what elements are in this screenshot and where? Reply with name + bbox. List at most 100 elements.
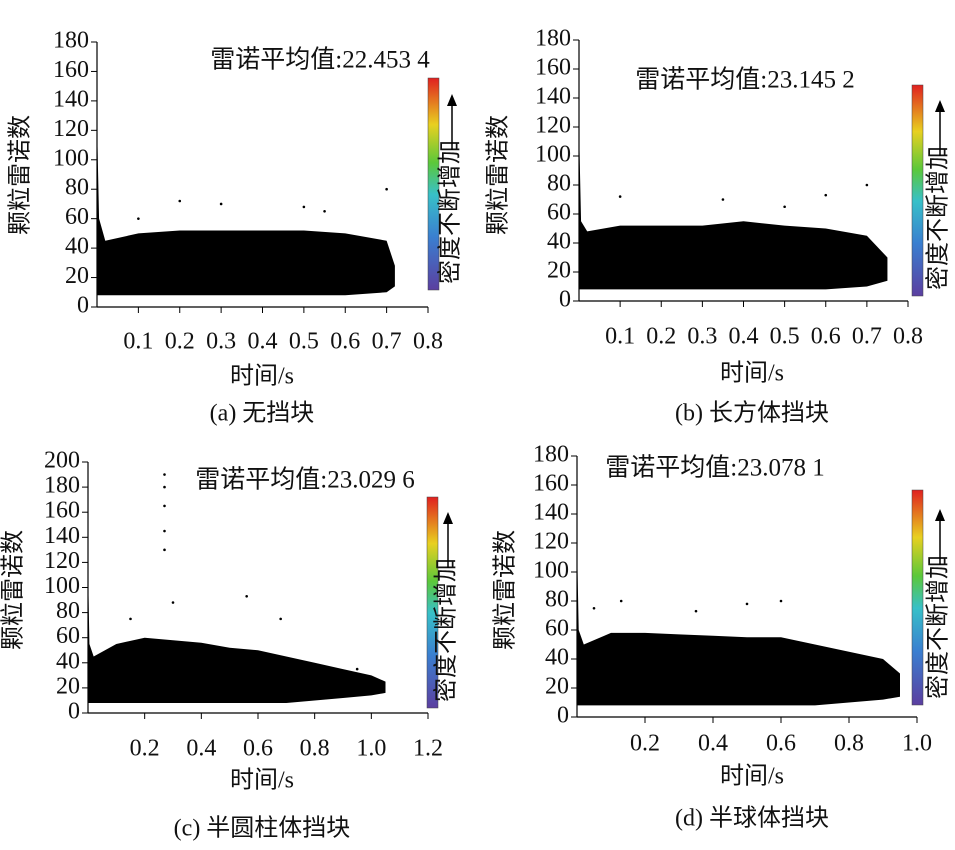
x-tick-label: 0.1 <box>605 324 635 350</box>
y-tick-label: 0 <box>77 293 89 319</box>
scatter-point <box>694 609 698 613</box>
x-axis-label: 时间/s <box>720 763 784 790</box>
scatter-point <box>779 599 783 603</box>
y-tick-label: 20 <box>545 674 569 700</box>
scatter-point <box>163 529 166 533</box>
y-tick-label: 80 <box>545 587 569 613</box>
y-axis-label: 颗粒雷诺数 <box>485 115 512 235</box>
x-axis-label: 时间/s <box>230 767 294 794</box>
caption: (b) 长方体挡块 <box>675 400 829 427</box>
x-tick-label: 1.2 <box>413 736 443 762</box>
x-tick-label: 0.6 <box>766 731 796 757</box>
y-tick-label: 160 <box>533 471 569 497</box>
x-tick-label: 0.4 <box>698 731 728 757</box>
colorbar-label: 密度不断增加 <box>433 558 460 702</box>
caption: (c) 半圆柱体挡块 <box>174 815 351 842</box>
y-tick-label: 20 <box>547 258 571 284</box>
point-cloud <box>579 127 888 290</box>
point-cloud <box>88 568 386 703</box>
scatter-point <box>745 602 749 606</box>
colorbar <box>911 489 924 706</box>
y-tick-label: 0 <box>557 703 569 729</box>
scatter-point <box>385 187 388 191</box>
scatter-point <box>178 199 182 203</box>
y-tick-label: 40 <box>65 234 89 260</box>
x-tick-label: 0.3 <box>687 324 717 350</box>
colorbar-arrowhead <box>443 512 453 524</box>
y-tick-label: 160 <box>535 55 571 81</box>
chart-title: 雷诺平均值:23.078 1 <box>605 454 824 482</box>
x-tick-label: 0.4 <box>729 324 759 350</box>
y-tick-label: 180 <box>53 28 89 54</box>
y-axis-label: 颗粒雷诺数 <box>0 530 27 650</box>
colorbar-arrowhead <box>935 509 945 521</box>
caption: (a) 无挡块 <box>210 400 315 427</box>
colorbar-label: 密度不断增加 <box>925 555 952 699</box>
y-tick-label: 120 <box>44 548 80 574</box>
y-tick-label: 60 <box>56 623 80 649</box>
chart-title: 雷诺平均值:23.029 6 <box>195 466 414 494</box>
y-tick-label: 100 <box>44 573 80 599</box>
y-tick-label: 100 <box>53 145 89 171</box>
scatter-point <box>783 205 786 209</box>
y-tick-label: 120 <box>533 529 569 555</box>
y-tick-label: 80 <box>547 171 571 197</box>
x-axis-label: 时间/s <box>720 360 784 387</box>
colorbar-arrowhead <box>935 100 945 112</box>
y-tick-label: 0 <box>68 699 80 725</box>
point-cloud <box>97 122 395 296</box>
scatter-point <box>824 193 828 197</box>
y-tick-label: 60 <box>547 200 571 226</box>
y-tick-label: 40 <box>545 645 569 671</box>
colorbar-label: 密度不断增加 <box>437 140 464 284</box>
point-cloud <box>577 543 900 706</box>
chart-title: 雷诺平均值:22.453 4 <box>210 46 430 74</box>
x-tick-label: 0.6 <box>243 736 273 762</box>
colorbar <box>427 77 440 291</box>
y-tick-label: 140 <box>53 86 89 112</box>
y-tick-label: 80 <box>56 598 80 624</box>
y-tick-label: 60 <box>545 616 569 642</box>
chart-title: 雷诺平均值:23.145 2 <box>635 66 854 94</box>
x-tick-label: 0.3 <box>206 329 236 355</box>
x-tick-label: 1.0 <box>902 731 932 757</box>
scatter-point <box>163 504 166 508</box>
y-tick-label: 180 <box>533 442 569 468</box>
y-axis-label: 颗粒雷诺数 <box>492 530 519 650</box>
x-tick-label: 1.0 <box>356 736 386 762</box>
scatter-point <box>302 205 306 209</box>
y-tick-label: 160 <box>53 57 89 83</box>
y-tick-label: 140 <box>535 84 571 110</box>
scatter-point <box>137 217 140 220</box>
y-tick-label: 160 <box>44 498 80 524</box>
x-tick-label: 0.7 <box>372 329 402 355</box>
x-tick-label: 0.2 <box>646 324 676 350</box>
scatter-point <box>619 599 623 603</box>
y-tick-label: 100 <box>533 558 569 584</box>
x-tick-label: 0.1 <box>123 329 153 355</box>
y-tick-label: 140 <box>533 500 569 526</box>
y-tick-label: 40 <box>56 648 80 674</box>
scatter-point <box>163 548 166 552</box>
y-axis-label: 颗粒雷诺数 <box>7 115 34 235</box>
colorbar-arrowhead <box>447 94 457 106</box>
x-tick-label: 0.2 <box>130 736 160 762</box>
caption: (d) 半球体挡块 <box>675 805 829 832</box>
colorbar <box>911 84 924 297</box>
scatter-point <box>592 606 596 610</box>
scatter-point <box>245 594 248 598</box>
y-tick-label: 0 <box>559 287 571 313</box>
x-tick-label: 0.7 <box>852 324 882 350</box>
scatter-point <box>323 210 326 213</box>
y-tick-label: 60 <box>65 204 89 230</box>
x-tick-label: 0.8 <box>413 329 443 355</box>
scatter-point <box>721 198 725 201</box>
x-tick-label: 0.8 <box>893 324 923 350</box>
x-tick-label: 0.2 <box>165 329 195 355</box>
y-tick-label: 100 <box>535 142 571 168</box>
x-tick-label: 0.4 <box>248 329 278 355</box>
x-tick-label: 0.6 <box>330 329 360 355</box>
scatter-point <box>163 473 166 476</box>
x-tick-label: 0.8 <box>300 736 330 762</box>
